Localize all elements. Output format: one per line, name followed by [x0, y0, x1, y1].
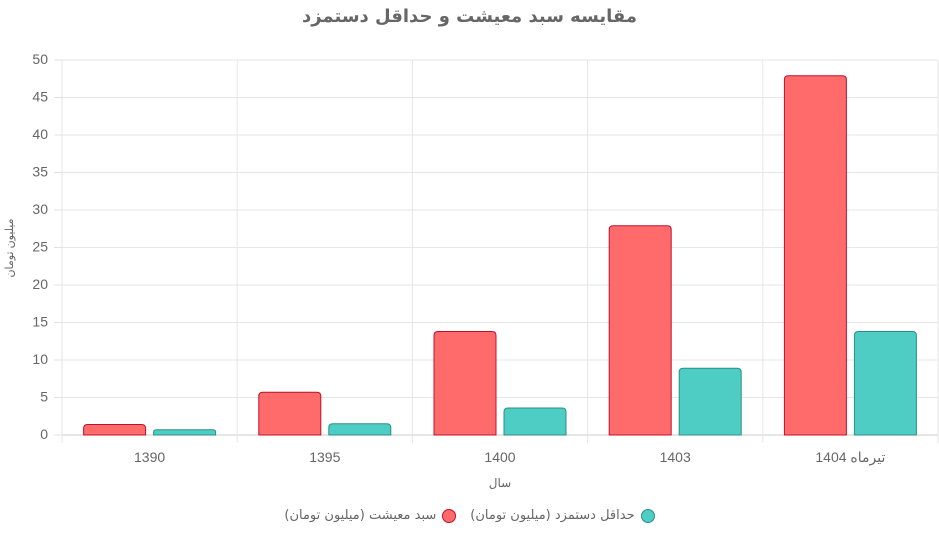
bar-living-basket[interactable]: [433, 331, 497, 436]
y-axis-label: میلیون تومان: [4, 218, 16, 277]
legend-label-min-wage: حداقل دستمزد (میلیون تومان): [470, 508, 635, 523]
y-tick-label: 30: [32, 201, 48, 217]
x-tick-label: 1395: [309, 449, 340, 465]
y-tick-label: 15: [32, 314, 48, 330]
bar-living-basket[interactable]: [783, 75, 847, 436]
bar-min-wage[interactable]: [678, 367, 742, 436]
legend: حداقل دستمزد (میلیون تومان) سبد معیشت (م…: [0, 508, 939, 523]
bar-living-basket[interactable]: [83, 424, 147, 436]
y-tick-label: 35: [32, 164, 48, 180]
legend-item-living-basket[interactable]: سبد معیشت (میلیون تومان): [284, 508, 457, 523]
x-tick-label: 1403: [660, 449, 691, 465]
legend-swatch-min-wage: [640, 508, 655, 523]
y-tick-label: 20: [32, 276, 48, 292]
legend-item-min-wage[interactable]: حداقل دستمزد (میلیون تومان): [470, 508, 655, 523]
axes: 0 5 10 15 20 25 30 35 40 45 50 1390 1395 1400 1403 تیرم…: [32, 51, 885, 466]
bar-min-wage[interactable]: [503, 407, 567, 436]
y-tick-label: 45: [32, 89, 48, 105]
legend-label-living-basket: سبد معیشت (میلیون تومان): [284, 508, 437, 523]
x-axis-label: سال: [489, 476, 511, 490]
bar-min-wage[interactable]: [853, 331, 917, 436]
legend-swatch-living-basket: [442, 508, 457, 523]
chart-title: مقایسه سبد معیشت و حداقل دستمزد: [301, 6, 638, 27]
y-tick-label: 40: [32, 126, 48, 142]
bars: [83, 75, 917, 436]
bar-chart: 0 5 10 15 20 25 30 35 40 45 50 1390 1395 1400 1403 تیرم…: [4, 51, 939, 490]
y-tick-label: 50: [32, 51, 48, 67]
y-tick-label: 10: [32, 351, 48, 367]
bar-min-wage[interactable]: [153, 429, 217, 436]
x-tick-label: تیرماه 1404: [815, 449, 885, 466]
x-tick-label: 1400: [484, 449, 515, 465]
bar-living-basket[interactable]: [258, 391, 322, 436]
y-tick-label: 25: [32, 239, 48, 255]
bar-living-basket[interactable]: [608, 225, 672, 436]
x-tick-label: 1390: [134, 449, 165, 465]
y-tick-label: 5: [40, 389, 48, 405]
y-tick-label: 0: [40, 426, 48, 442]
bar-min-wage[interactable]: [328, 423, 392, 436]
